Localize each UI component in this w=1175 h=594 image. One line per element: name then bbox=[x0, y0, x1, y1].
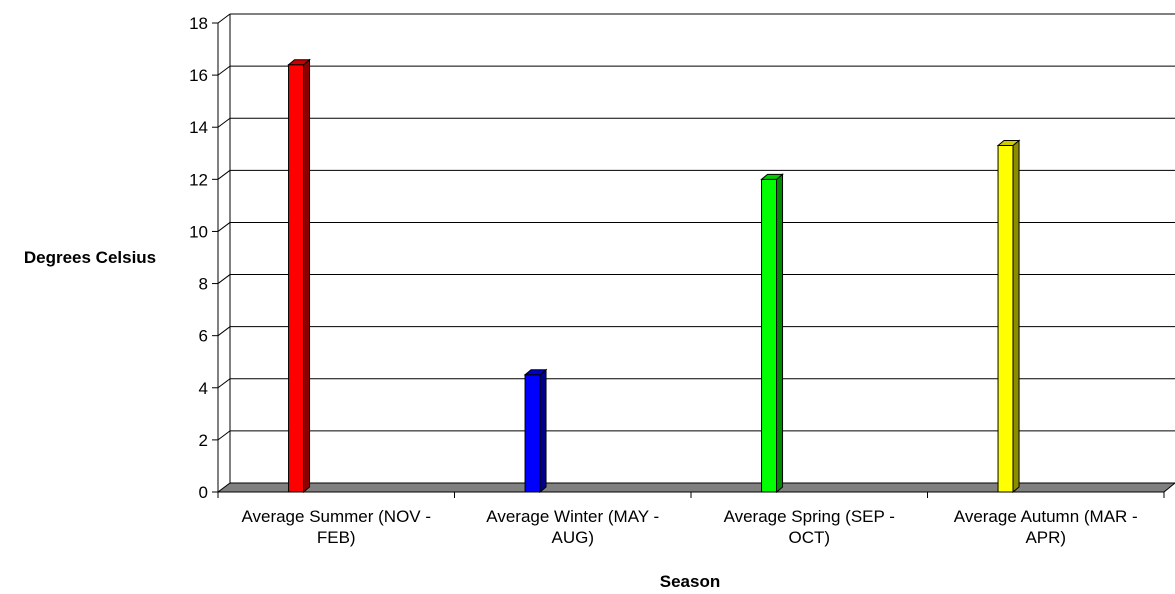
x-tick-label: Average Autumn (MAR -APR) bbox=[954, 507, 1138, 547]
gridline-depth bbox=[217, 222, 231, 232]
gridline-depth bbox=[217, 13, 231, 24]
gridline-depth bbox=[217, 326, 231, 337]
chart-floor bbox=[216, 482, 1175, 493]
y-tick-label: 6 bbox=[199, 327, 208, 346]
x-axis-title: Season bbox=[660, 572, 720, 591]
y-tick-label: 12 bbox=[189, 170, 208, 189]
floor-plane bbox=[216, 482, 1175, 493]
bar-top bbox=[996, 139, 1021, 146]
gridline-depth bbox=[217, 117, 231, 128]
bar-front bbox=[288, 64, 305, 493]
y-tick-label: 8 bbox=[199, 275, 208, 294]
gridline-depth bbox=[217, 169, 231, 180]
bar bbox=[760, 173, 784, 494]
y-axis-title: Degrees Celsius bbox=[24, 248, 156, 267]
y-tick-label: 2 bbox=[199, 431, 208, 450]
x-axis-categories: Average Summer (NOV -FEB) Average Winter … bbox=[217, 492, 1165, 547]
bar-side bbox=[303, 58, 311, 494]
y-tick-label: 4 bbox=[199, 379, 208, 398]
y-tick-label: 14 bbox=[189, 118, 208, 137]
y-tick-label: 10 bbox=[189, 222, 208, 241]
bar-top bbox=[523, 369, 548, 376]
bar-top bbox=[760, 173, 784, 180]
bar bbox=[287, 58, 311, 494]
x-tick-label: Average Spring (SEP -OCT) bbox=[724, 507, 895, 547]
y-tick-label: 16 bbox=[189, 66, 208, 85]
bar-side bbox=[776, 173, 784, 494]
x-tick-label: Average Winter (MAY -AUG) bbox=[486, 507, 659, 547]
y-axis-ticks: 0 2 4 6 8 10 12 14 16 18 bbox=[189, 14, 218, 502]
bar-side bbox=[1012, 139, 1020, 494]
gridline-depth bbox=[217, 274, 231, 284]
gridline-depth bbox=[217, 378, 231, 389]
bar-front bbox=[524, 374, 541, 493]
bar bbox=[996, 139, 1021, 494]
plot-frame bbox=[217, 14, 231, 492]
bar-front bbox=[761, 178, 778, 493]
bar bbox=[523, 368, 548, 494]
gridline-depth bbox=[217, 430, 231, 441]
bars bbox=[287, 58, 1021, 494]
bar-front bbox=[997, 144, 1014, 493]
y-tick-label: 18 bbox=[189, 14, 208, 33]
y-tick-label: 0 bbox=[199, 483, 208, 502]
gridline-depth bbox=[217, 65, 231, 76]
bar-top bbox=[287, 59, 311, 66]
x-tick-label: Average Summer (NOV -FEB) bbox=[241, 507, 431, 547]
bar-side bbox=[539, 368, 547, 494]
gridlines bbox=[217, 13, 1175, 441]
